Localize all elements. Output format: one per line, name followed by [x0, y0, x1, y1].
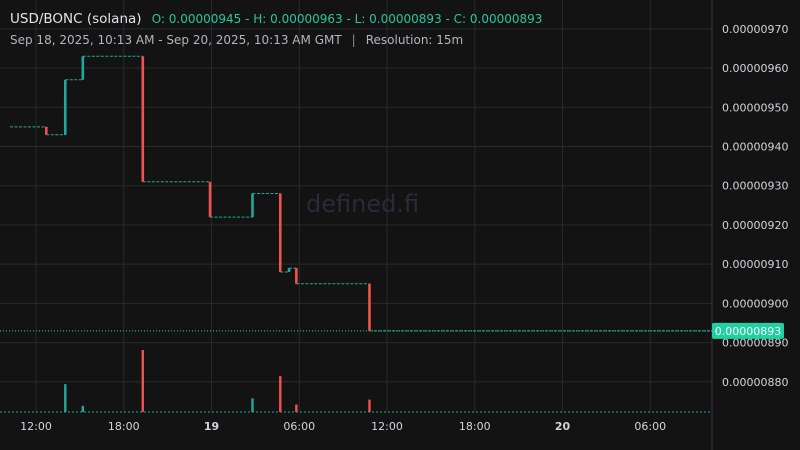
last-price-tag — [712, 322, 784, 339]
y-tick-label: 0.00000890 — [722, 337, 788, 350]
x-tick-label: 19 — [204, 420, 219, 433]
candle — [44, 126, 48, 135]
volume-bar — [141, 350, 144, 412]
y-tick-label: 0.00000950 — [722, 101, 788, 114]
chart-subheader: Sep 18, 2025, 10:13 AM - Sep 20, 2025, 1… — [10, 33, 463, 47]
x-tick-label: 20 — [555, 420, 571, 433]
candle — [295, 268, 298, 284]
date-range: Sep 18, 2025, 10:13 AM - Sep 20, 2025, 1… — [10, 33, 342, 47]
y-tick-label: 0.00000970 — [722, 23, 788, 36]
candle — [81, 56, 85, 80]
watermark: defined.fi — [306, 190, 420, 218]
pair-title: USD/BONC (solana) — [10, 11, 142, 27]
x-tick-label: 12:00 — [371, 420, 403, 433]
y-tick-label: 0.00000930 — [722, 180, 788, 193]
x-tick-label: 18:00 — [459, 420, 491, 433]
candle — [278, 193, 282, 272]
ohlc-readout: O: 0.00000945 - H: 0.00000963 - L: 0.000… — [151, 12, 543, 26]
x-tick-label: 06:00 — [634, 420, 666, 433]
candle — [141, 56, 145, 182]
candle — [287, 268, 291, 272]
volume-bar — [81, 405, 85, 412]
resolution-label[interactable]: Resolution: 15m — [365, 33, 464, 47]
candle — [251, 193, 254, 218]
x-tick-label: 18:00 — [108, 420, 140, 433]
candle — [368, 283, 371, 331]
volume-bar — [279, 376, 282, 412]
chart-header: USD/BONC (solana) O: 0.00000945 - H: 0.0… — [10, 11, 542, 27]
last-price-label: 0.00000893 — [715, 325, 781, 338]
volume-bar — [251, 398, 254, 412]
candle — [208, 181, 212, 218]
volume-bar — [368, 399, 371, 412]
x-tick-label: 06:00 — [283, 420, 315, 433]
y-tick-label: 0.00000900 — [722, 297, 788, 310]
separator: | — [351, 33, 356, 47]
y-tick-label: 0.00000920 — [722, 219, 788, 232]
x-tick-label: 12:00 — [20, 420, 52, 433]
volume-bar — [64, 384, 67, 412]
y-tick-label: 0.00000960 — [722, 62, 788, 75]
y-tick-label: 0.00000880 — [722, 376, 788, 389]
y-tick-label: 0.00000910 — [722, 258, 788, 271]
candle — [63, 79, 67, 135]
volume-bar — [295, 404, 298, 412]
y-tick-label: 0.00000940 — [722, 140, 788, 153]
